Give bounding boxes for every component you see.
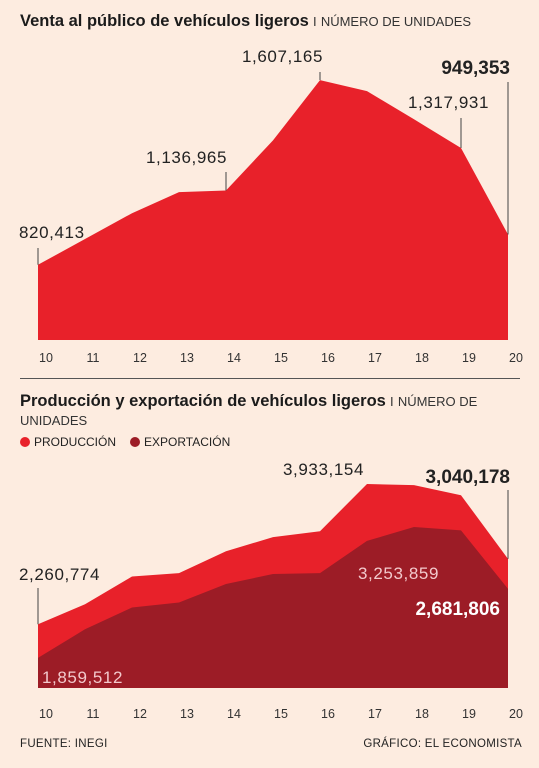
x-tick-label: 20 <box>509 351 523 365</box>
x-tick-label: 13 <box>180 351 194 365</box>
chart2-title: Producción y exportación de vehículos li… <box>20 392 386 410</box>
annotation-label: 3,040,178 <box>425 467 510 488</box>
x-tick-label: 16 <box>321 351 335 365</box>
chart1-title-separator: I <box>313 14 317 29</box>
annotation-label: 1,136,965 <box>146 148 227 167</box>
x-tick-label: 19 <box>462 351 476 365</box>
source-note: FUENTE: INEGI <box>20 738 108 750</box>
legend-swatch-produccion <box>20 437 30 447</box>
annotation-label: 949,353 <box>441 58 510 79</box>
legend-item-exportacion: EXPORTACIÓN <box>130 435 230 449</box>
sales-area <box>38 80 508 340</box>
chart1-title-row: Venta al público de vehículos ligeros I … <box>20 12 529 31</box>
annotation-label: 1,607,165 <box>242 47 323 66</box>
annotation-label: 3,933,154 <box>283 460 364 479</box>
x-tick-label: 14 <box>227 707 241 721</box>
x-tick-label: 11 <box>87 351 100 365</box>
annotation-label: 2,681,806 <box>415 599 500 620</box>
legend-label-produccion: PRODUCCIÓN <box>34 435 117 449</box>
graphic-credit: GRÁFICO: EL ECONOMISTA <box>363 738 522 750</box>
chart1-sales-area-chart: 10 11 12 13 14 15 16 17 18 19 20 820,413 1,136,965 1,… <box>19 47 523 365</box>
x-tick-label: 11 <box>87 707 100 721</box>
chart2-title-separator: I <box>390 394 394 409</box>
legend-label-exportacion: EXPORTACIÓN <box>144 435 231 449</box>
chart1-unit: NÚMERO DE UNIDADES <box>320 14 472 29</box>
chart1-title: Venta al público de vehículos ligeros <box>20 12 309 30</box>
x-tick-label: 14 <box>227 351 241 365</box>
legend-item-produccion: PRODUCCIÓN <box>20 435 116 449</box>
annotation-label: 3,253,859 <box>358 564 439 583</box>
x-tick-label: 18 <box>415 351 429 365</box>
chart2-title-row: Producción y exportación de vehículos li… <box>20 392 520 430</box>
x-tick-label: 18 <box>415 707 429 721</box>
legend-swatch-exportacion <box>130 437 141 447</box>
annotation-label: 820,413 <box>19 223 85 242</box>
x-tick-label: 16 <box>321 707 335 721</box>
annotation-label: 1,317,931 <box>408 93 489 112</box>
x-tick-label: 15 <box>274 351 288 365</box>
x-tick-label: 12 <box>133 707 147 721</box>
chart2-legend: PRODUCCIÓN EXPORTACIÓN <box>20 435 238 449</box>
x-tick-label: 13 <box>180 707 194 721</box>
x-tick-label: 19 <box>462 707 476 721</box>
annotation-label: 1,859,512 <box>42 668 123 687</box>
x-tick-label: 20 <box>509 707 523 721</box>
x-tick-label: 17 <box>368 351 382 365</box>
section-divider <box>20 378 520 379</box>
x-tick-label: 17 <box>368 707 382 721</box>
annotation-label: 2,260,774 <box>19 565 100 584</box>
x-tick-label: 12 <box>133 351 147 365</box>
x-tick-label: 10 <box>39 351 53 365</box>
x-tick-label: 15 <box>274 707 288 721</box>
x-tick-label: 10 <box>39 707 53 721</box>
chart2-unit: NÚMERO DE UNIDADES <box>20 394 478 428</box>
exportacion-area <box>38 527 508 688</box>
